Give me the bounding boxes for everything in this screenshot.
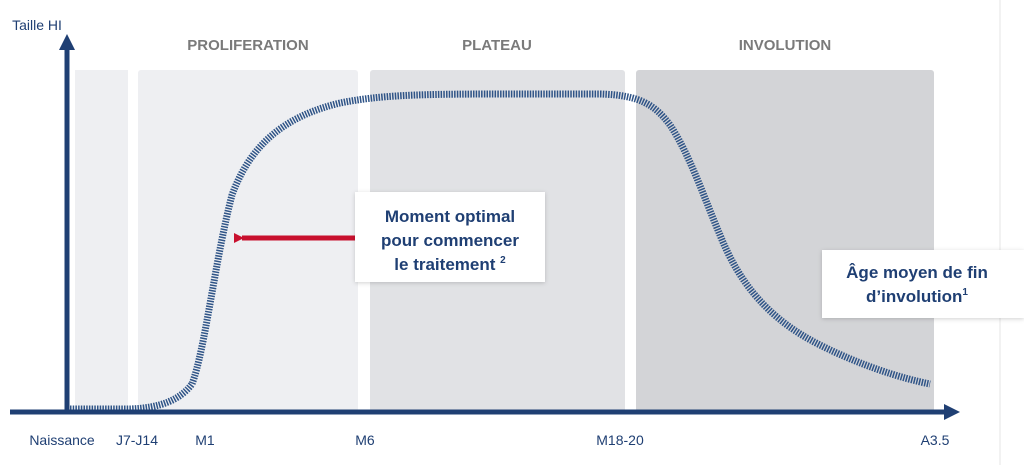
phase-label: PROLIFERATION bbox=[187, 37, 308, 54]
band bbox=[138, 70, 358, 412]
annotation-box bbox=[822, 250, 1024, 318]
x-axis-arrow bbox=[944, 404, 960, 420]
annotation-line: Âge moyen de fin bbox=[846, 263, 988, 282]
annotation-line: le traitement 2 bbox=[394, 255, 506, 274]
annotation-text: d’involution bbox=[866, 287, 962, 306]
y-axis-label: Taille HI bbox=[12, 17, 62, 33]
x-label: M1 bbox=[195, 432, 215, 448]
phase-label: PLATEAU bbox=[462, 37, 532, 54]
superscript: 2 bbox=[500, 255, 506, 266]
annotation-line: pour commencer bbox=[381, 231, 519, 250]
annotation-line: Moment optimal bbox=[385, 207, 515, 226]
superscript: 1 bbox=[962, 287, 968, 298]
band bbox=[75, 70, 128, 412]
x-label: Naissance bbox=[29, 432, 95, 448]
x-label: J7-J14 bbox=[116, 432, 158, 448]
phase-label: INVOLUTION bbox=[739, 37, 832, 54]
x-label: M18-20 bbox=[596, 432, 644, 448]
x-label: M6 bbox=[355, 432, 375, 448]
band bbox=[636, 70, 934, 412]
annotation-box bbox=[355, 192, 545, 282]
annotation-text: le traitement bbox=[394, 255, 495, 274]
annotation-line: d’involution1 bbox=[866, 287, 968, 306]
y-axis-arrow bbox=[59, 34, 75, 50]
growth-curve bbox=[70, 90, 931, 413]
x-label: A3.5 bbox=[921, 432, 950, 448]
